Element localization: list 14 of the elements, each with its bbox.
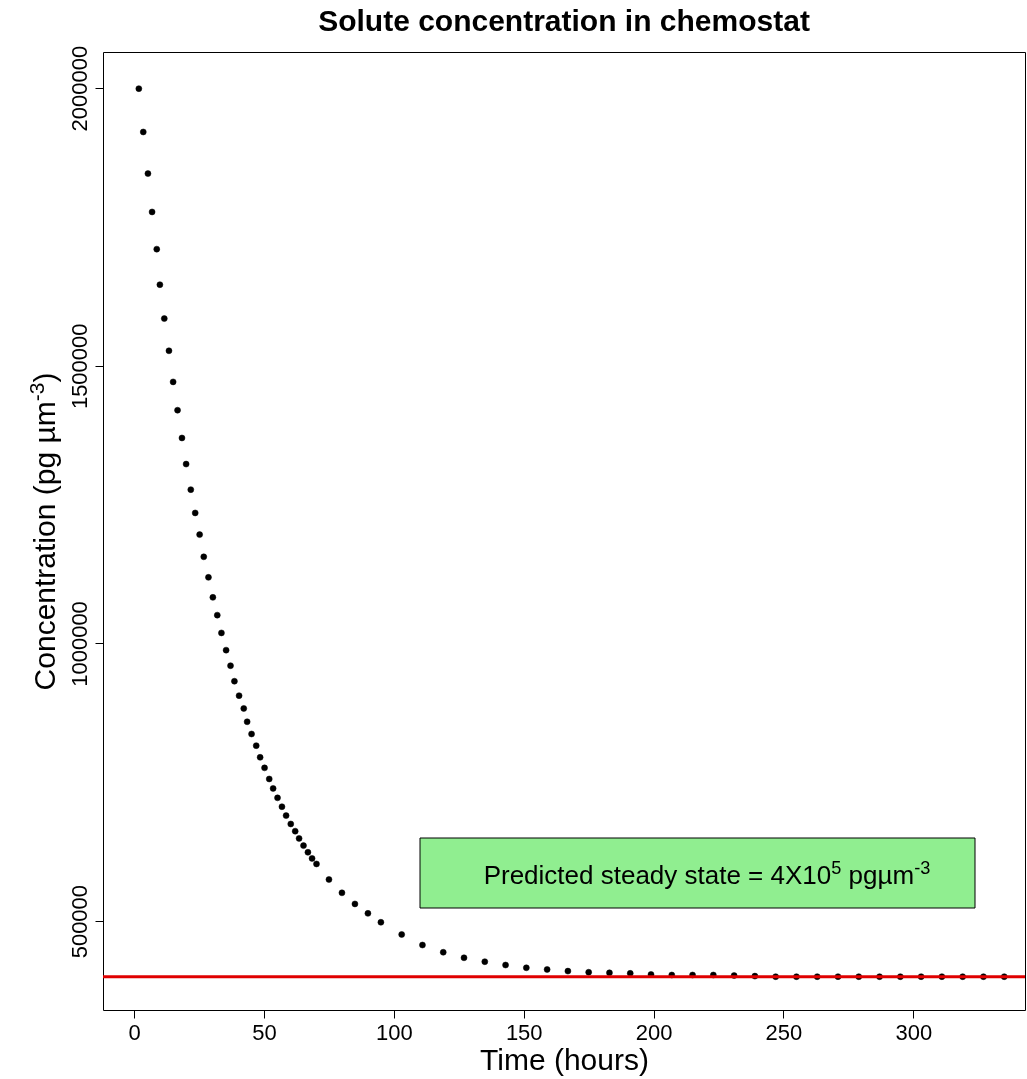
y-tick-label: 1500000 xyxy=(66,323,92,410)
x-tick-label: 50 xyxy=(252,1019,277,1045)
x-tick-label: 300 xyxy=(895,1019,933,1045)
x-tick-label: 250 xyxy=(765,1019,803,1045)
annotation: Predicted steady state = 4X10$^{5}$ pgµm$^{-3}$ xyxy=(483,858,931,890)
chart-title: Solute concentration in chemostat xyxy=(318,4,810,38)
y-tick-label: 2000000 xyxy=(66,45,92,132)
y-tick-label: 500000 xyxy=(66,884,92,959)
x-axis-title: Time (hours) xyxy=(480,1042,649,1076)
y-tick-label: 1000000 xyxy=(66,601,92,687)
x-tick-label: 200 xyxy=(635,1019,673,1045)
x-tick-label: 100 xyxy=(376,1019,413,1045)
x-tick-label: 150 xyxy=(505,1019,543,1045)
x-tick-label: 0 xyxy=(128,1019,141,1045)
